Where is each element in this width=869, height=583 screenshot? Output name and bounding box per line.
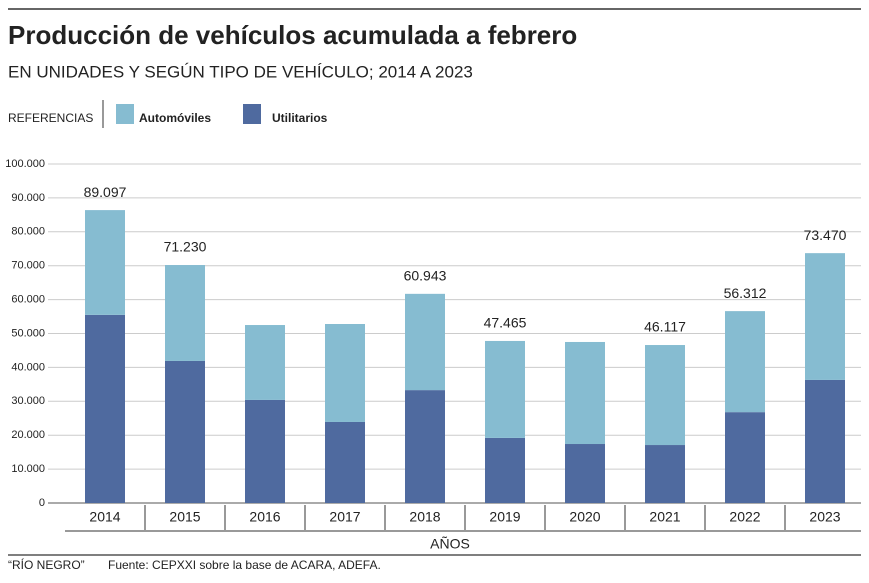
x-tick-label: 2021: [649, 509, 680, 525]
bar-segment: [805, 253, 845, 380]
x-tick-label: 2022: [729, 509, 760, 525]
x-tick-label: 2023: [809, 509, 840, 525]
legend-title: REFERENCIAS: [8, 111, 93, 125]
y-tick-label: 10.000: [11, 463, 45, 475]
y-tick-label: 20.000: [11, 429, 45, 441]
bar-segment: [165, 360, 205, 503]
bar-segment: [245, 325, 285, 400]
bar-segment: [645, 345, 685, 446]
x-tick-label: 2020: [569, 509, 600, 525]
x-tick-label: 2018: [409, 509, 440, 525]
bar-segment: [485, 437, 525, 503]
bar-segment: [325, 421, 365, 503]
total-label: 73.470: [804, 227, 847, 243]
bar-segment: [485, 340, 525, 438]
total-label: 71.230: [164, 239, 207, 255]
bar-segment: [165, 265, 205, 361]
source-credit: “RÍO NEGRO”: [8, 557, 85, 572]
x-tick-label: 2014: [89, 509, 120, 525]
total-label: 60.943: [404, 268, 447, 284]
x-tick-label: 2016: [249, 509, 280, 525]
bar-segment: [245, 399, 285, 503]
x-axis-label: AÑOS: [430, 536, 470, 552]
legend-label: Utilitarios: [272, 111, 328, 125]
bar-segment: [725, 412, 765, 503]
bar-segment: [805, 379, 845, 503]
total-label: 47.465: [484, 315, 527, 331]
x-tick-label: 2015: [169, 509, 200, 525]
total-label: 46.117: [644, 319, 686, 335]
bar-segment: [725, 311, 765, 413]
bar-segment: [85, 210, 125, 315]
total-label: 56.312: [724, 285, 767, 301]
source: Fuente: CEPXXI sobre la base de ACARA, A…: [108, 558, 381, 572]
y-tick-label: 100.000: [5, 158, 45, 170]
legend-swatch: [243, 104, 261, 124]
y-tick-label: 30.000: [11, 395, 45, 407]
bar-segment: [405, 293, 445, 391]
bar-segment: [565, 444, 605, 503]
bar-segment: [405, 390, 445, 503]
x-tick-label: 2019: [489, 509, 520, 525]
legend-label: Automóviles: [139, 111, 211, 125]
y-tick-label: 70.000: [11, 260, 45, 272]
bar-segment: [85, 314, 125, 503]
y-tick-label: 50.000: [11, 327, 45, 339]
chart-subtitle: EN UNIDADES Y SEGÚN TIPO DE VEHÍCULO; 20…: [8, 62, 473, 81]
y-tick-label: 80.000: [11, 226, 45, 238]
bar-segment: [325, 324, 365, 422]
legend-swatch: [116, 104, 134, 124]
bar-segment: [645, 445, 685, 503]
y-tick-label: 0: [39, 497, 45, 509]
y-tick-label: 40.000: [11, 361, 45, 373]
bar-segment: [565, 341, 605, 445]
total-label: 89.097: [84, 184, 127, 200]
y-tick-label: 90.000: [11, 192, 45, 204]
y-tick-label: 60.000: [11, 294, 45, 306]
x-tick-label: 2017: [329, 509, 360, 525]
chart-title: Producción de vehículos acumulada a febr…: [8, 20, 577, 50]
